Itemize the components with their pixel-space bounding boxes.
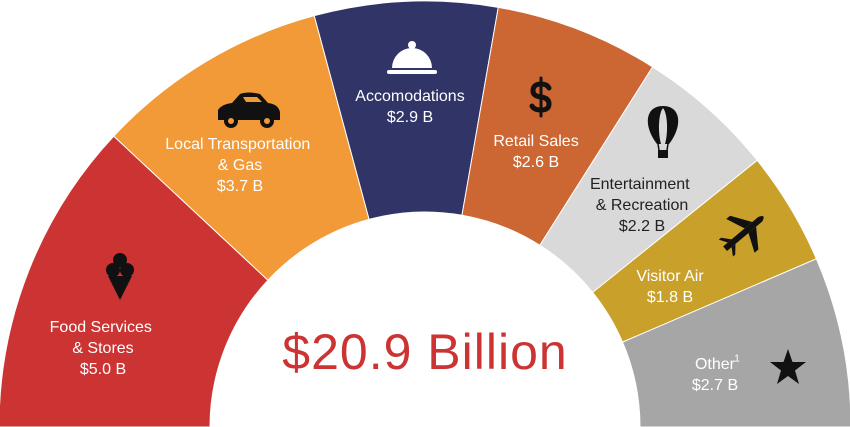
category-label: Local Transportation & Gas — [165, 136, 314, 174]
footnote-mark: 1 — [734, 354, 740, 365]
labels: Food Services & Stores $5.0 B Local Transp… — [50, 88, 741, 394]
segment — [0, 135, 269, 427]
category-label: Entertainment & Recreation — [590, 176, 694, 214]
value-label: $2.9 B — [387, 109, 433, 126]
category-label: Visitor Air — [636, 268, 704, 285]
value-label: $5.0 B — [80, 361, 126, 378]
category-label: Accomodations — [355, 88, 464, 105]
icon-balloon — [647, 106, 679, 158]
label-line: & Recreation — [596, 197, 689, 214]
center-total: $20.9 Billion — [282, 324, 567, 380]
label-line: Retail Sales — [493, 133, 578, 150]
category-label: Retail Sales — [493, 133, 578, 150]
label-line: Other — [695, 356, 736, 373]
label-line: & Gas — [218, 157, 262, 174]
icons — [106, 41, 806, 384]
icon-star — [770, 349, 806, 384]
segment — [621, 258, 850, 427]
label-line: Entertainment — [590, 176, 694, 193]
label-line: & Stores — [72, 340, 133, 357]
label-line: Visitor Air — [636, 268, 704, 285]
value-label: $1.8 B — [647, 289, 693, 306]
value-label: $2.6 B — [513, 154, 559, 171]
label-line: Local Transportation — [165, 136, 314, 153]
icon-dollar — [529, 76, 552, 118]
category-label: Food Services & Stores — [50, 319, 157, 357]
category-label: Other — [695, 356, 736, 373]
icon-car — [218, 92, 280, 128]
value-label: $2.7 B — [692, 377, 738, 394]
icon-cloche — [387, 41, 437, 74]
label-line: Food Services — [50, 319, 157, 336]
value-label: $2.2 B — [619, 218, 665, 235]
value-label: $3.7 B — [217, 178, 263, 195]
icon-plane — [718, 215, 764, 257]
label-line: Accomodations — [355, 88, 464, 105]
icon-ice-cream — [106, 253, 134, 300]
